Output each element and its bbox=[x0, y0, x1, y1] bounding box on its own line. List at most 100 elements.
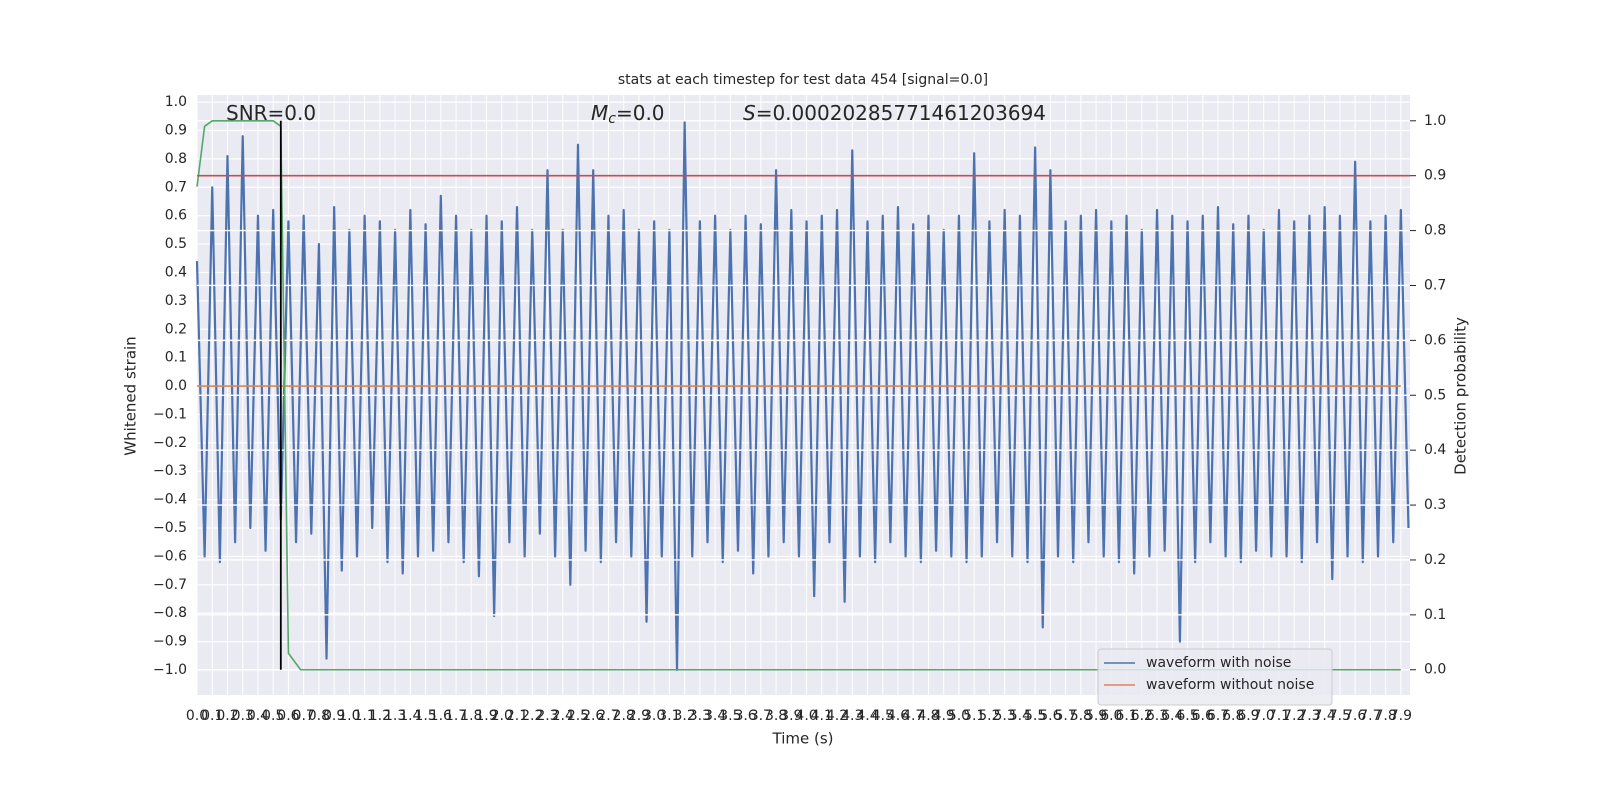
y-tick-label: 0.0 bbox=[165, 378, 187, 394]
annotation-symbol: M bbox=[591, 101, 608, 125]
y-tick-label: −0.4 bbox=[153, 492, 187, 508]
x-tick-label: 2.4 bbox=[552, 708, 574, 724]
x-tick-label: 4.5 bbox=[872, 708, 894, 724]
x-tick-label: 7.0 bbox=[1253, 708, 1275, 724]
y2-tick-label: 0.8 bbox=[1424, 223, 1446, 239]
x-tick-label: 5.4 bbox=[1009, 708, 1031, 724]
x-tick-label: 7.7 bbox=[1359, 708, 1381, 724]
x-tick-label: 4.4 bbox=[856, 708, 878, 724]
y2-tick-label: 0.3 bbox=[1424, 497, 1446, 513]
x-tick-label: 3.1 bbox=[658, 708, 680, 724]
y-tick-label: 1.0 bbox=[165, 94, 187, 110]
y2-tick-label: 0.5 bbox=[1424, 387, 1446, 403]
y2-axis-label: Detection probability bbox=[1452, 317, 1470, 475]
x-axis-label: Time (s) bbox=[772, 730, 834, 748]
x-tick-label: 0.0 bbox=[186, 708, 208, 724]
y-tick-label: 0.7 bbox=[165, 179, 187, 195]
x-tick-label: 4.2 bbox=[826, 708, 848, 724]
x-tick-label: 5.8 bbox=[1070, 708, 1092, 724]
y-tick-label: −0.5 bbox=[153, 520, 187, 536]
y-tick-label: 0.3 bbox=[165, 293, 187, 309]
x-tick-label: 5.9 bbox=[1085, 708, 1107, 724]
legend-label: waveform without noise bbox=[1146, 677, 1314, 693]
x-tick-label: 7.9 bbox=[1390, 708, 1412, 724]
x-tick-label: 4.3 bbox=[841, 708, 863, 724]
x-tick-label: 3.0 bbox=[643, 708, 665, 724]
x-tick-label: 7.3 bbox=[1298, 708, 1320, 724]
y2-tick-label: 0.9 bbox=[1424, 168, 1446, 184]
y2-tick-label: 0.7 bbox=[1424, 277, 1446, 293]
x-tick-label: 5.2 bbox=[978, 708, 1000, 724]
x-tick-label: 2.9 bbox=[628, 708, 650, 724]
x-tick-label: 1.1 bbox=[353, 708, 375, 724]
series-line bbox=[196, 120, 1401, 671]
x-tick-label: 0.3 bbox=[232, 708, 254, 724]
x-tick-label: 5.5 bbox=[1024, 708, 1046, 724]
annotation-subscript: c bbox=[608, 111, 616, 127]
y-tick-label: −0.6 bbox=[153, 548, 187, 564]
x-tick-label: 3.5 bbox=[719, 708, 741, 724]
x-tick-label: 0.9 bbox=[323, 708, 345, 724]
x-tick-label: 4.0 bbox=[795, 708, 817, 724]
legend-label: waveform with noise bbox=[1146, 655, 1291, 671]
y-tick-label: 0.9 bbox=[165, 122, 187, 138]
x-tick-label: 6.3 bbox=[1146, 708, 1168, 724]
y-tick-label: −0.8 bbox=[153, 605, 187, 621]
x-tick-label: 1.5 bbox=[414, 708, 436, 724]
x-tick-label: 5.0 bbox=[948, 708, 970, 724]
x-tick-label: 6.8 bbox=[1222, 708, 1244, 724]
annotation-text: SNR=0.0 bbox=[226, 101, 316, 125]
y2-tick-label: 0.4 bbox=[1424, 442, 1446, 458]
x-tick-label: 1.0 bbox=[338, 708, 360, 724]
y-tick-label: −1.0 bbox=[153, 662, 187, 678]
x-tick-label: 6.9 bbox=[1237, 708, 1259, 724]
y-tick-label: −0.3 bbox=[153, 463, 187, 479]
x-tick-label: 2.1 bbox=[506, 708, 528, 724]
x-tick-label: 5.7 bbox=[1054, 708, 1076, 724]
y2-tick-label: 0.2 bbox=[1424, 552, 1446, 568]
x-tick-label: 2.8 bbox=[613, 708, 635, 724]
y2-tick-label: 0.0 bbox=[1424, 662, 1446, 678]
y-tick-label: 0.2 bbox=[165, 321, 187, 337]
y-tick-label: 0.1 bbox=[165, 350, 187, 366]
annotation: S=0.00020285771461203694 bbox=[743, 101, 1046, 125]
y-axis-label: Whitened strain bbox=[122, 336, 140, 455]
x-tick-label: 1.8 bbox=[460, 708, 482, 724]
x-tick-label: 7.1 bbox=[1268, 708, 1290, 724]
x-tick-label: 2.7 bbox=[597, 708, 619, 724]
legend: waveform with noise waveform without nois… bbox=[1097, 648, 1333, 706]
x-tick-label: 4.6 bbox=[887, 708, 909, 724]
x-tick-label: 1.6 bbox=[430, 708, 452, 724]
x-tick-label: 6.6 bbox=[1192, 708, 1214, 724]
x-tick-label: 3.6 bbox=[734, 708, 756, 724]
x-tick-label: 1.3 bbox=[384, 708, 406, 724]
x-tick-label: 0.1 bbox=[201, 708, 223, 724]
y2-tick-label: 0.1 bbox=[1424, 607, 1446, 623]
annotation-text: =0.0 bbox=[616, 101, 665, 125]
y2-tick-label: 1.0 bbox=[1424, 113, 1446, 129]
x-tick-label: 7.6 bbox=[1344, 708, 1366, 724]
x-tick-label: 1.2 bbox=[369, 708, 391, 724]
x-tick-label: 6.5 bbox=[1176, 708, 1198, 724]
x-tick-label: 0.4 bbox=[247, 708, 269, 724]
x-tick-label: 7.2 bbox=[1283, 708, 1305, 724]
x-tick-label: 4.9 bbox=[933, 708, 955, 724]
annotation-text: =0.00020285771461203694 bbox=[756, 101, 1046, 125]
x-tick-label: 3.3 bbox=[689, 708, 711, 724]
x-tick-label: 6.2 bbox=[1131, 708, 1153, 724]
x-tick-label: 5.3 bbox=[994, 708, 1016, 724]
x-tick-label: 4.8 bbox=[917, 708, 939, 724]
x-tick-label: 3.2 bbox=[674, 708, 696, 724]
y-tick-label: −0.2 bbox=[153, 435, 187, 451]
x-tick-label: 0.8 bbox=[308, 708, 330, 724]
x-tick-label: 4.7 bbox=[902, 708, 924, 724]
x-tick-label: 5.1 bbox=[963, 708, 985, 724]
x-tick-label: 6.7 bbox=[1207, 708, 1229, 724]
legend-box bbox=[1097, 648, 1333, 706]
x-tick-label: 7.4 bbox=[1314, 708, 1336, 724]
y-tick-label: 0.4 bbox=[165, 264, 187, 280]
x-tick-label: 0.5 bbox=[262, 708, 284, 724]
x-tick-label: 1.4 bbox=[399, 708, 421, 724]
y-tick-label: 0.8 bbox=[165, 151, 187, 167]
